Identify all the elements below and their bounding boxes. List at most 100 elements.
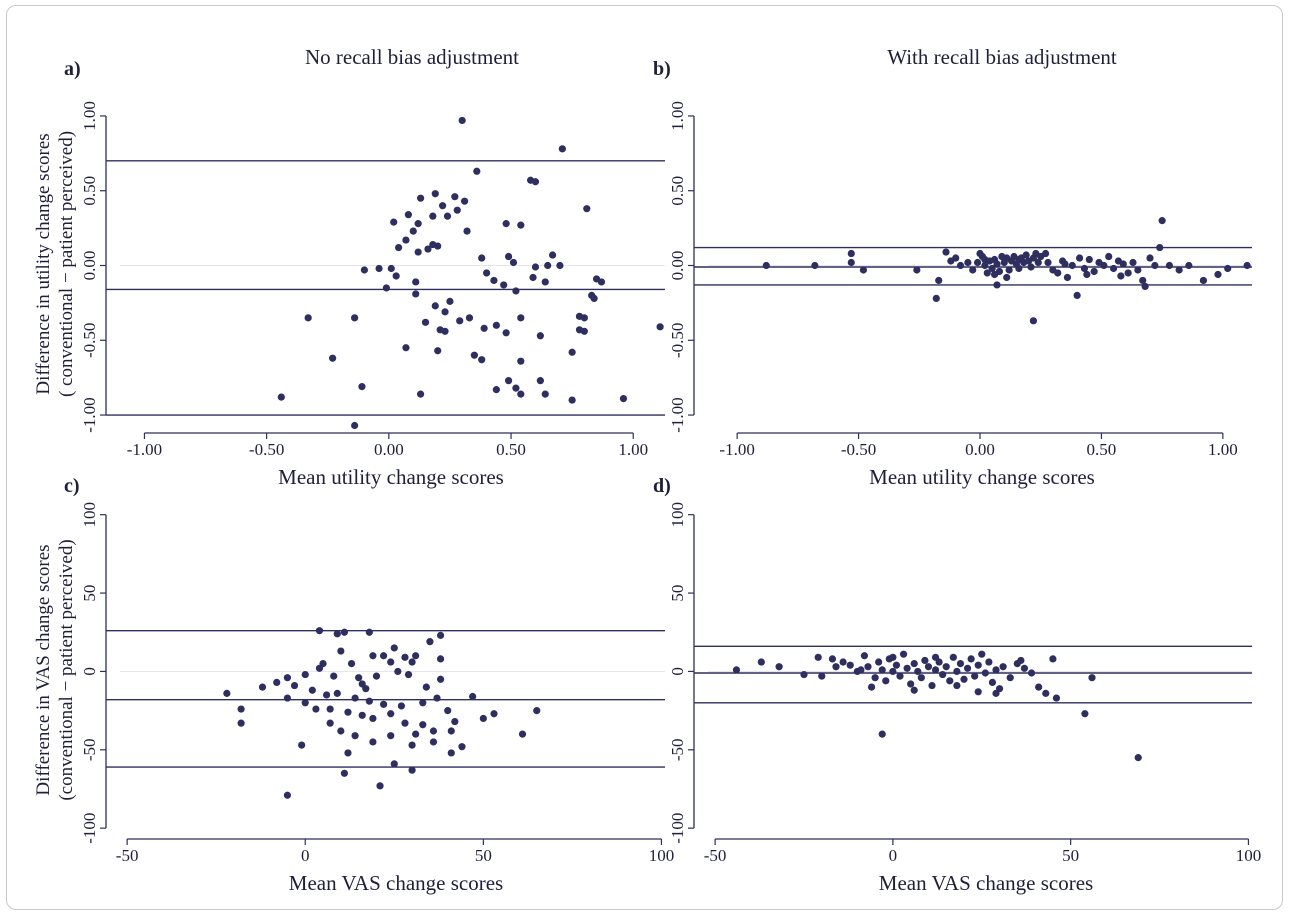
data-point	[421, 318, 430, 326]
data-point	[963, 664, 972, 672]
data-point	[412, 730, 420, 738]
data-point	[899, 650, 908, 658]
data-point	[362, 685, 370, 693]
data-point	[451, 717, 459, 726]
data-point	[436, 675, 445, 683]
y-tick-label: 50	[80, 585, 99, 602]
data-point	[394, 667, 402, 676]
data-point	[412, 290, 420, 298]
data-point	[931, 653, 940, 661]
data-point	[1063, 273, 1072, 282]
data-point	[283, 694, 292, 702]
data-point	[237, 719, 245, 727]
data-point	[273, 678, 281, 687]
data-point	[1052, 694, 1061, 702]
data-point	[463, 227, 471, 235]
y-tick-label: -0.50	[80, 323, 99, 358]
data-point	[517, 221, 525, 229]
data-point	[434, 242, 442, 250]
data-point	[409, 227, 417, 235]
data-point	[340, 769, 349, 777]
data-point	[983, 269, 991, 277]
data-point	[375, 264, 383, 273]
data-point	[382, 284, 390, 292]
x-tick-label: 0.50	[1087, 440, 1117, 459]
x-tick-label: 0.50	[496, 440, 526, 459]
data-point	[864, 663, 872, 671]
data-point	[492, 321, 500, 329]
data-point	[326, 719, 334, 727]
data-point	[312, 705, 320, 713]
y-tick-label: -100	[668, 813, 687, 844]
panel-b: b) With recall bias adjustment Mean util…	[653, 45, 1252, 489]
data-point	[504, 252, 513, 261]
data-point	[376, 782, 384, 790]
y-tick-label: 50	[668, 585, 687, 602]
data-point	[478, 254, 486, 262]
panel-b-x-axis-title: Mean utility change scores	[869, 465, 1095, 489]
data-point	[460, 197, 469, 205]
data-point	[283, 674, 292, 682]
data-point	[517, 357, 525, 365]
data-point	[1073, 291, 1081, 300]
data-point	[536, 332, 544, 340]
y-tick-label: 0	[80, 667, 99, 676]
y-tick-label: -50	[668, 738, 687, 761]
data-point	[1061, 260, 1069, 268]
data-point	[1158, 217, 1166, 225]
data-point	[412, 652, 420, 660]
data-point	[536, 377, 544, 385]
data-point	[426, 638, 434, 646]
panel-d: d) Mean VAS change scores -100-50050100-…	[653, 475, 1261, 895]
data-point	[857, 666, 865, 674]
data-point	[436, 655, 445, 663]
data-point	[1129, 258, 1137, 267]
data-point	[465, 314, 474, 322]
data-point	[298, 741, 306, 749]
data-point	[1088, 674, 1096, 682]
data-point	[478, 356, 486, 364]
data-point	[414, 220, 422, 228]
x-tick-label: 100	[1236, 846, 1262, 865]
y-tick-label: 100	[80, 502, 99, 528]
data-point	[907, 680, 915, 688]
data-point	[847, 258, 855, 267]
data-point	[882, 677, 890, 685]
data-point	[447, 727, 455, 735]
x-tick-label: 1.00	[618, 440, 648, 459]
data-point	[417, 390, 425, 398]
data-point	[992, 689, 1000, 697]
data-point	[436, 326, 444, 334]
data-point	[1081, 710, 1089, 718]
data-point	[814, 653, 822, 661]
data-point	[347, 659, 356, 668]
data-point	[913, 266, 921, 274]
y-tick-label: -1.00	[668, 397, 687, 432]
data-point	[990, 270, 999, 279]
data-point	[323, 691, 331, 699]
data-point	[875, 658, 883, 666]
data-point	[619, 394, 628, 403]
data-point	[921, 656, 929, 665]
data-point	[818, 672, 826, 680]
data-point	[344, 708, 352, 716]
data-point	[1015, 264, 1023, 273]
y-axis-title-vas-line2: (conventional − patient perceived)	[56, 539, 77, 800]
data-point	[860, 652, 869, 660]
data-point	[974, 688, 982, 696]
data-point	[935, 276, 943, 285]
data-point	[910, 686, 918, 694]
data-point	[301, 670, 309, 679]
data-point	[402, 236, 410, 244]
data-point	[401, 653, 409, 661]
data-point	[999, 663, 1007, 671]
data-point	[939, 670, 947, 679]
data-point	[329, 354, 337, 362]
data-point	[390, 760, 398, 768]
data-point	[568, 396, 576, 404]
data-point	[590, 294, 598, 302]
data-point	[1022, 251, 1030, 259]
panel-d-label: d)	[653, 475, 671, 497]
data-point	[583, 205, 591, 213]
x-tick-label: 0.00	[965, 440, 995, 459]
